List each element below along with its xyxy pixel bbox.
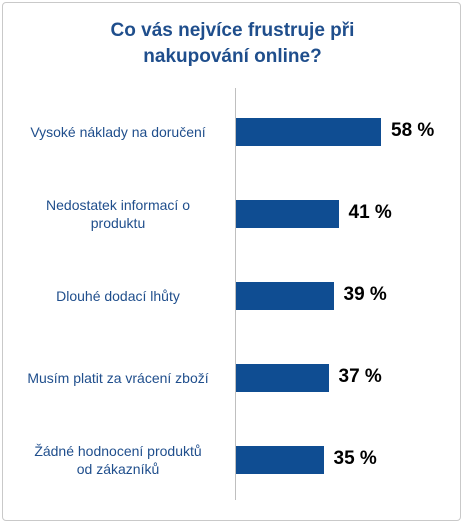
category-label: Dlouhé dodací lhůty [56, 288, 180, 304]
bar [236, 282, 334, 310]
category-axis-line [235, 88, 236, 500]
bar [236, 200, 339, 228]
data-label: 37 % [338, 366, 382, 387]
category-label: Nedostatek informací o produktu [46, 197, 190, 231]
data-label: 41 % [348, 202, 392, 223]
data-label: 39 % [343, 284, 387, 305]
chart-title-line-2: nakupování online? [143, 46, 322, 67]
data-label: 35 % [333, 448, 377, 469]
chart-title-line-1: Co vás nejvíce frustruje při [110, 20, 355, 41]
chart-title: Co vás nejvíce frustruje při nakupování … [0, 18, 465, 70]
category-label: Žádné hodnocení produktů od zákazníků [34, 443, 202, 477]
category-label: Vysoké náklady na doručení [30, 124, 206, 140]
data-label: 58 % [391, 120, 435, 141]
bar [236, 364, 329, 392]
bar [236, 118, 381, 146]
bar [236, 446, 324, 474]
category-label: Musím platit za vrácení zboží [27, 370, 209, 386]
chart-frame [2, 2, 461, 521]
